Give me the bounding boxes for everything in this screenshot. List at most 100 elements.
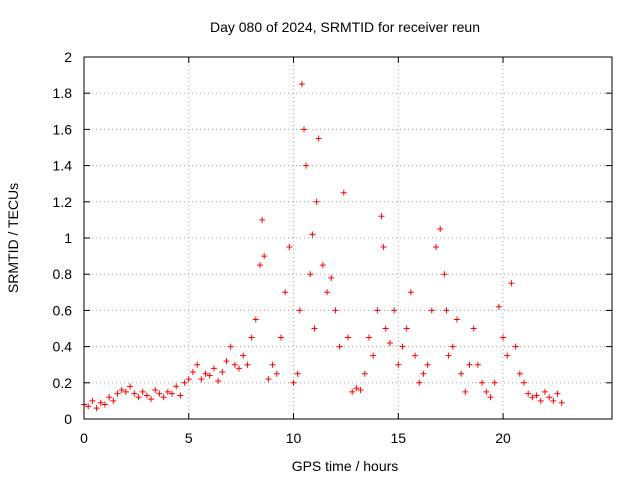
data-point bbox=[449, 343, 456, 350]
data-point bbox=[319, 262, 326, 269]
x-tick-label: 10 bbox=[286, 430, 302, 446]
axis-ticks: 00.20.40.60.811.21.41.61.820 5 10 15 20 bbox=[53, 49, 612, 446]
data-point bbox=[156, 390, 163, 397]
data-point bbox=[296, 307, 303, 314]
data-series bbox=[81, 81, 565, 412]
y-tick-label: 2 bbox=[64, 49, 72, 65]
data-point bbox=[194, 361, 201, 368]
data-point bbox=[416, 379, 423, 386]
data-point bbox=[303, 162, 310, 169]
data-point bbox=[177, 392, 184, 399]
data-point bbox=[412, 352, 419, 359]
data-point bbox=[349, 388, 356, 395]
data-point bbox=[252, 316, 259, 323]
data-point bbox=[479, 379, 486, 386]
data-point bbox=[219, 368, 226, 375]
gridlines bbox=[84, 57, 612, 419]
data-point bbox=[512, 343, 519, 350]
data-point bbox=[110, 397, 117, 404]
data-point bbox=[399, 343, 406, 350]
data-point bbox=[143, 392, 150, 399]
data-point bbox=[311, 325, 318, 332]
data-point bbox=[227, 343, 234, 350]
data-point bbox=[206, 372, 213, 379]
data-point bbox=[286, 244, 293, 251]
data-point bbox=[491, 379, 498, 386]
data-point bbox=[525, 390, 532, 397]
data-point bbox=[181, 379, 188, 386]
data-point bbox=[290, 379, 297, 386]
data-point bbox=[309, 231, 316, 238]
y-tick-label: 0.2 bbox=[53, 375, 73, 391]
y-tick-label: 1.4 bbox=[53, 158, 73, 174]
data-point bbox=[97, 399, 104, 406]
data-point bbox=[152, 387, 159, 394]
y-tick-label: 1 bbox=[64, 230, 72, 246]
data-point bbox=[236, 365, 243, 372]
data-point bbox=[336, 343, 343, 350]
data-point bbox=[332, 307, 339, 314]
data-point bbox=[395, 361, 402, 368]
data-point bbox=[307, 271, 314, 278]
data-point bbox=[135, 394, 142, 401]
data-point bbox=[93, 405, 100, 412]
data-point bbox=[340, 189, 347, 196]
data-point bbox=[173, 383, 180, 390]
data-point bbox=[160, 394, 167, 401]
data-point bbox=[533, 392, 540, 399]
data-point bbox=[345, 334, 351, 341]
data-point bbox=[301, 126, 307, 133]
data-point bbox=[537, 397, 544, 404]
data-point bbox=[353, 385, 360, 392]
data-point bbox=[248, 334, 255, 341]
data-point bbox=[487, 394, 494, 401]
data-point bbox=[500, 334, 507, 341]
data-point bbox=[386, 339, 393, 346]
data-point bbox=[118, 387, 125, 394]
data-point bbox=[85, 403, 92, 410]
data-point bbox=[202, 370, 209, 377]
data-point bbox=[139, 388, 146, 395]
data-point bbox=[391, 307, 398, 314]
data-point bbox=[546, 394, 553, 401]
data-point bbox=[315, 135, 322, 142]
data-point bbox=[470, 325, 477, 332]
data-point bbox=[357, 387, 364, 394]
data-point bbox=[277, 334, 284, 341]
data-point bbox=[89, 397, 96, 404]
data-point bbox=[474, 361, 481, 368]
data-point bbox=[365, 334, 372, 341]
data-point bbox=[443, 307, 450, 314]
data-point bbox=[122, 388, 129, 395]
data-point bbox=[453, 316, 460, 323]
data-point bbox=[114, 390, 121, 397]
data-point bbox=[378, 213, 385, 220]
x-tick-label: 5 bbox=[185, 430, 193, 446]
data-point bbox=[458, 370, 465, 377]
data-point bbox=[516, 370, 523, 377]
data-point bbox=[424, 361, 431, 368]
y-axis-label: SRMTID / TECUs bbox=[5, 183, 21, 293]
data-point bbox=[328, 274, 335, 281]
data-point bbox=[558, 399, 565, 406]
data-point bbox=[550, 397, 557, 404]
data-point bbox=[370, 352, 377, 359]
data-point bbox=[508, 280, 515, 287]
data-point bbox=[324, 289, 331, 296]
data-point bbox=[298, 81, 305, 88]
y-tick-label: 1.8 bbox=[53, 85, 73, 101]
data-point bbox=[420, 370, 427, 377]
data-point bbox=[244, 361, 251, 368]
data-point bbox=[541, 388, 548, 395]
y-tick-label: 1.6 bbox=[53, 121, 73, 137]
data-point bbox=[131, 390, 138, 397]
data-point bbox=[374, 307, 381, 314]
data-point bbox=[445, 352, 452, 359]
data-point bbox=[269, 361, 276, 368]
data-point bbox=[261, 253, 268, 260]
data-point bbox=[382, 325, 389, 332]
data-point bbox=[185, 376, 192, 383]
data-point bbox=[101, 401, 108, 408]
data-point bbox=[273, 370, 280, 377]
data-point bbox=[441, 271, 448, 278]
